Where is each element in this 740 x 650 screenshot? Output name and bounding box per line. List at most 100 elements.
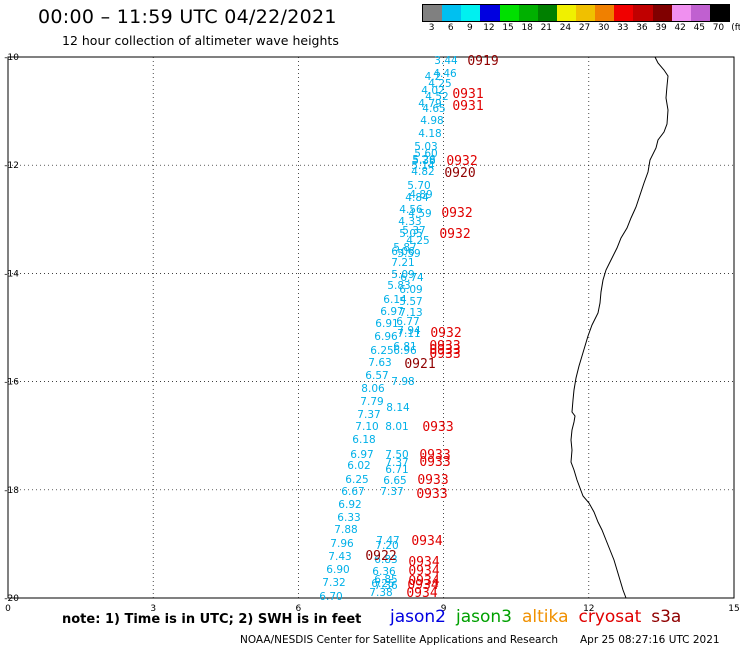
wave-height-label: 7.88 xyxy=(334,524,357,536)
mission-label: jason2 xyxy=(390,607,446,627)
wave-height-label: 6.71 xyxy=(385,464,408,476)
legend-label: 27 xyxy=(578,23,591,33)
wave-height-label: 4.79 xyxy=(418,98,441,110)
x-tick-label: 3 xyxy=(150,604,156,614)
wave-height-label: 5.59 xyxy=(397,248,420,260)
legend-label: 45 xyxy=(693,23,706,33)
wave-height-label: 6.96 xyxy=(393,345,417,357)
wave-height-label: 6.36 xyxy=(372,566,396,578)
wave-height-label: 7.38 xyxy=(369,587,392,599)
map-grid xyxy=(8,57,734,598)
wave-height-label: 5.57 xyxy=(399,296,422,308)
wave-height-label: 4.89 xyxy=(409,189,432,201)
mission-label: cryosat xyxy=(578,607,642,627)
wave-height-label: 5.05 xyxy=(399,228,422,240)
legend-label: 42 xyxy=(674,23,686,33)
x-tick-label: 15 xyxy=(728,604,739,614)
legend-label: 18 xyxy=(521,23,533,33)
pass-time-label: 0932 xyxy=(430,326,461,341)
legend-swatch xyxy=(690,5,710,21)
pass-time-label: 0920 xyxy=(444,166,475,181)
map-frame xyxy=(7,56,735,599)
pass-time-label: 0933 xyxy=(422,420,453,435)
wave-height-label: 7.37 xyxy=(357,409,380,421)
wave-height-label: 6.90 xyxy=(326,564,349,576)
wave-height-label: 5.26 xyxy=(412,154,436,166)
legend-label: 36 xyxy=(636,23,648,33)
wave-height-label: 8.14 xyxy=(386,402,410,414)
pass-time-label: 0933 xyxy=(419,448,450,463)
wave-height-label: 6.09 xyxy=(399,284,422,296)
wave-height-label: 5.03 xyxy=(414,141,437,153)
credit-line: NOAA/NESDIS Center for Satellite Applica… xyxy=(240,634,558,646)
legend-label: 9 xyxy=(466,23,473,33)
pass-time-label: 0932 xyxy=(439,227,470,242)
legend-swatches xyxy=(422,4,730,22)
axis-ticks: -10 -12 -14 -16 -18 -200 3 6 9 12 15 xyxy=(4,53,739,614)
wave-height-label: 6.25 xyxy=(345,474,368,486)
wave-height-label: 6.97 xyxy=(380,306,403,318)
legend-label: 21 xyxy=(540,23,553,33)
wave-height-label: 8.06 xyxy=(361,383,385,395)
pass-time-label: 0934 xyxy=(408,555,439,570)
wave-height-label: 7.13 xyxy=(399,307,422,319)
mission-label: s3a xyxy=(651,607,682,627)
wave-height-label: 5.09 xyxy=(391,269,414,281)
wave-height-label: 6.06 xyxy=(391,246,415,258)
legend-label: 6 xyxy=(447,23,454,33)
wave-height-label: 6.92 xyxy=(338,499,361,511)
x-tick-label: 0 xyxy=(5,604,11,614)
wave-height-label: 7.37 xyxy=(385,457,408,469)
pass-time-label: 0933 xyxy=(417,473,448,488)
pass-time-label: 0934 xyxy=(407,578,438,593)
y-tick-label: -18 xyxy=(4,486,19,496)
legend-swatch xyxy=(709,5,729,21)
wave-height-label: 7.36 xyxy=(374,580,398,592)
wave-height-label: 8.01 xyxy=(385,421,408,433)
wave-height-label: 7.96 xyxy=(330,538,354,550)
coastline xyxy=(570,56,669,599)
legend-swatch xyxy=(633,5,653,21)
legend-swatch xyxy=(671,5,691,21)
wave-height-label: 4.56 xyxy=(399,204,423,216)
wave-height-label: 6.02 xyxy=(347,460,370,472)
wave-height-label: 7.47 xyxy=(376,535,399,547)
wave-height-label: 4.52 xyxy=(425,91,448,103)
wave-height-label: 6.57 xyxy=(365,370,388,382)
wave-height-label: 4.65 xyxy=(422,103,445,115)
wave-height-label: 6.96 xyxy=(374,331,398,343)
pass-time-label: 0921 xyxy=(404,357,435,372)
pass-time-label: 0933 xyxy=(429,347,460,362)
wave-height-label: 4.82 xyxy=(411,166,434,178)
pass-time-labels: 0919093109310932092009320932093209330933… xyxy=(365,54,498,601)
x-tick-label: 6 xyxy=(296,604,302,614)
wave-height-label: 5.37 xyxy=(402,225,425,237)
legend-swatch xyxy=(614,5,634,21)
wave-height-label: 4.84 xyxy=(405,192,429,204)
wave-height-label: 7.79 xyxy=(360,396,383,408)
wave-height-label: 4.33 xyxy=(398,216,421,228)
pass-time-label: 0933 xyxy=(429,339,460,354)
pass-time-label: 0934 xyxy=(408,564,439,579)
wave-height-label: 7.94 xyxy=(397,325,421,337)
wave-height-label: 7.98 xyxy=(391,376,414,388)
legend-swatch xyxy=(480,5,500,21)
wave-height-label: 6.74 xyxy=(400,272,424,284)
wave-height-label: 4.02 xyxy=(421,85,444,97)
wave-height-label: 5.83 xyxy=(387,280,410,292)
legend-label: 24 xyxy=(559,23,572,33)
legend-label: 39 xyxy=(655,23,667,33)
legend-swatch xyxy=(595,5,615,21)
wave-height-label: 5.38 xyxy=(412,155,435,167)
mission-label: altika xyxy=(522,607,569,627)
legend-label: 70 xyxy=(712,23,725,33)
x-tick-label: 9 xyxy=(441,604,447,614)
pass-time-label: 0919 xyxy=(467,54,498,69)
wave-height-label: 7.63 xyxy=(368,357,391,369)
wave-height-label: 6.18 xyxy=(352,434,375,446)
wave-height-label: 6.97 xyxy=(350,449,373,461)
wave-height-label: 5.87 xyxy=(393,242,416,254)
y-tick-label: -16 xyxy=(4,378,19,388)
legend-label: 33 xyxy=(617,23,629,33)
